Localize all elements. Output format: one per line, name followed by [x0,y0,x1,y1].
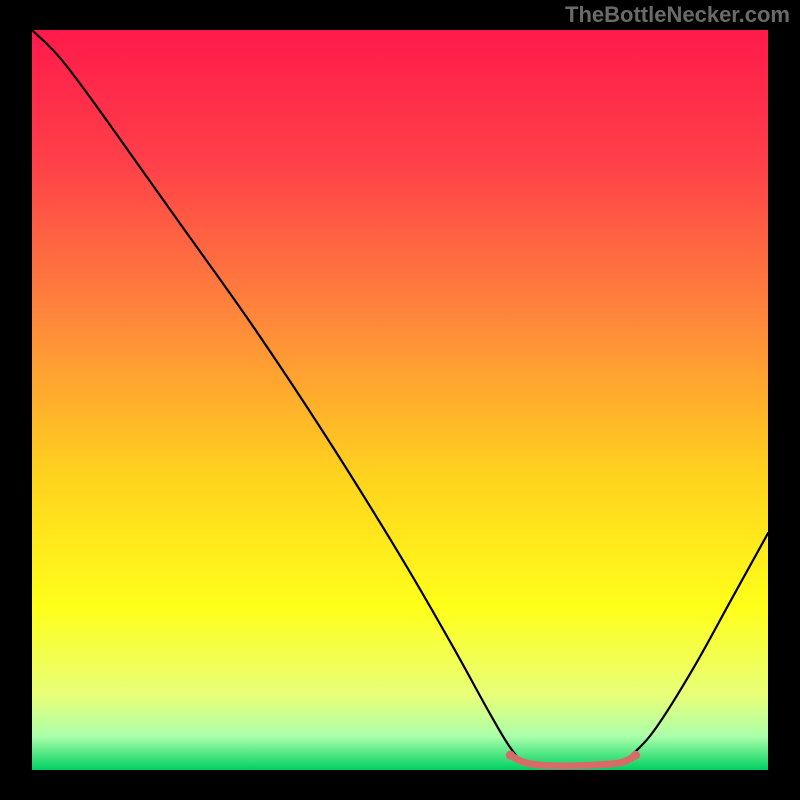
gradient-background [32,30,768,770]
optimal-band-start-marker [506,751,515,760]
plot-area [32,30,768,770]
chart-container: TheBottleNecker.com [0,0,800,800]
optimal-band-end-marker [631,751,640,760]
watermark-text: TheBottleNecker.com [565,2,790,28]
chart-svg [32,30,768,770]
